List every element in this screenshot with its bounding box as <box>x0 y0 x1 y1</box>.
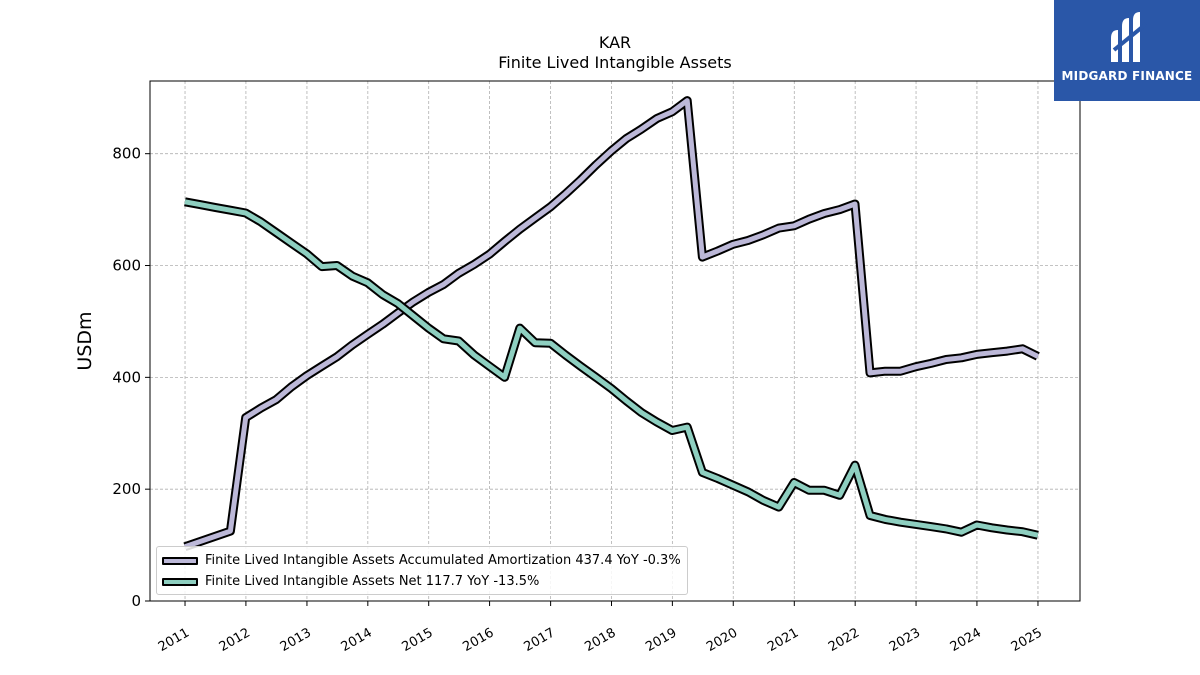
chart-title: KAR <box>598 33 632 52</box>
x-tick-label: 2018 <box>582 625 618 655</box>
x-tick-label: 2023 <box>887 625 923 655</box>
brand-name: MIDGARD FINANCE <box>1061 69 1193 83</box>
x-tick-label: 2014 <box>339 625 375 655</box>
x-tick-label: 2012 <box>217 625 253 655</box>
x-tick-label: 2011 <box>156 625 192 655</box>
y-tick-label: 400 <box>112 368 141 386</box>
y-tick-label: 600 <box>112 257 141 275</box>
legend-item-net: Finite Lived Intangible Assets Net 117.7… <box>162 571 681 592</box>
x-tick-label: 2022 <box>826 625 862 655</box>
midgard-mark-icon <box>1111 12 1148 62</box>
x-tick-label: 2013 <box>278 625 314 655</box>
brand-logo: MIDGARD FINANCE <box>1054 0 1200 101</box>
x-tick-label: 2025 <box>1009 625 1045 655</box>
chart-subtitle: Finite Lived Intangible Assets <box>498 53 732 72</box>
y-axis-label: USDm <box>74 311 96 370</box>
x-tick-label: 2015 <box>400 625 436 655</box>
legend-label-net: Finite Lived Intangible Assets Net 117.7… <box>205 574 540 589</box>
plot-frame <box>149 80 1081 602</box>
legend-label-amortization: Finite Lived Intangible Assets Accumulat… <box>205 553 681 568</box>
legend-swatch-net <box>162 577 198 586</box>
legend: Finite Lived Intangible Assets Accumulat… <box>156 546 688 595</box>
x-tick-label: 2024 <box>948 625 984 655</box>
x-tick-label: 2016 <box>460 625 496 655</box>
series-line <box>184 199 1039 538</box>
x-tick-label: 2020 <box>704 625 740 655</box>
x-tick-label: 2019 <box>643 625 679 655</box>
series-layer <box>183 96 1040 552</box>
legend-item-amortization: Finite Lived Intangible Assets Accumulat… <box>162 550 681 571</box>
x-tick-label: 2017 <box>521 625 557 655</box>
grid-lines <box>150 81 1080 602</box>
y-tick-label: 0 <box>131 592 141 610</box>
series-amortization <box>183 96 1040 552</box>
y-tick-label: 800 <box>112 145 141 163</box>
x-tick-label: 2021 <box>765 625 801 655</box>
legend-swatch-amortization <box>162 556 198 565</box>
series-net <box>184 197 1039 540</box>
series-line <box>184 98 1039 550</box>
y-tick-label: 200 <box>112 480 141 498</box>
